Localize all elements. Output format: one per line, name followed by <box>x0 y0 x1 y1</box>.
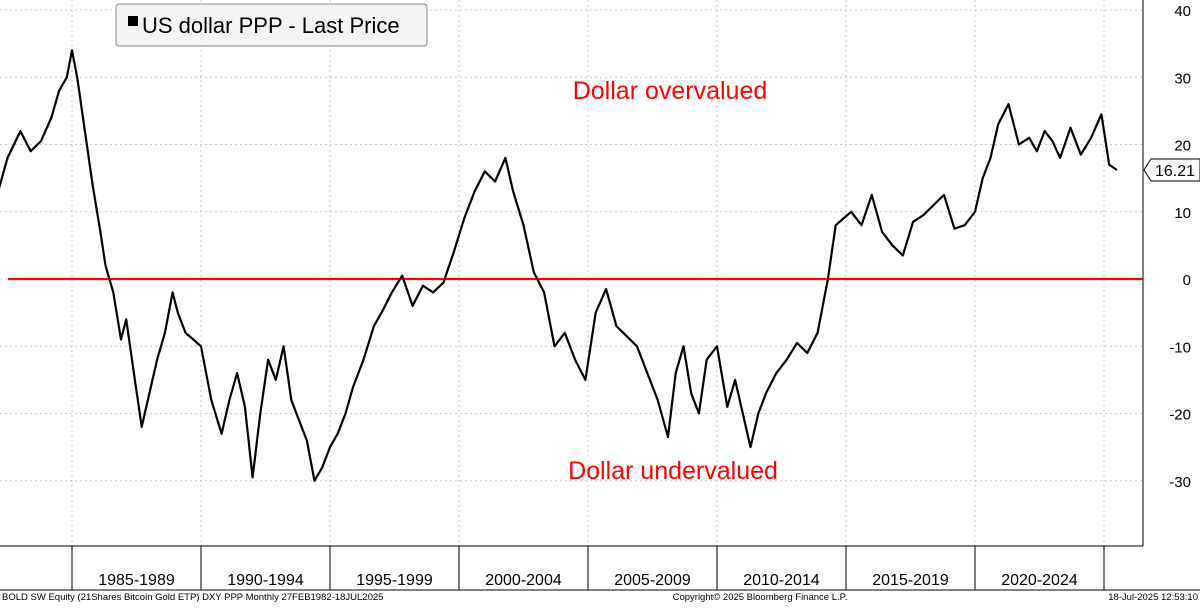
legend-label: US dollar PPP - Last Price <box>142 13 400 38</box>
x-tick-label: 1990-1994 <box>227 572 304 589</box>
y-tick-label: 20 <box>1174 138 1191 155</box>
footer-right: 18-Jul-2025 12:53:10 <box>1108 592 1198 603</box>
legend-box <box>115 3 428 47</box>
x-tick-label: 2005-2009 <box>614 572 691 589</box>
last-value-label: 16.21 <box>1155 163 1195 180</box>
series-line <box>0 49 1118 482</box>
legend: US dollar PPP - Last Price <box>115 3 428 47</box>
y-tick-label: -30 <box>1169 474 1191 491</box>
last-value-marker: 16.21 <box>1143 158 1200 182</box>
grid-layer <box>0 0 1143 546</box>
y-tick-label: 40 <box>1174 3 1191 20</box>
footer-center: Copyright© 2025 Bloomberg Finance L.P. <box>673 592 848 603</box>
footer-left: BOLD SW Equity (21Shares Bitcoin Gold ET… <box>2 592 383 603</box>
last-value-tag <box>1143 158 1200 182</box>
y-tick-label: 30 <box>1174 70 1191 87</box>
y-tick-label: 10 <box>1174 205 1191 222</box>
label-layer: 16.21 <box>1143 158 1200 182</box>
x-tick-label: 2010-2014 <box>743 572 820 589</box>
series-layer <box>0 49 1118 482</box>
x-tick-label: 2015-2019 <box>872 572 949 589</box>
y-tick-label: -10 <box>1169 339 1191 356</box>
x-tick-label: 2020-2024 <box>1001 572 1078 589</box>
legend-swatch <box>128 16 138 26</box>
axis-layer: 40 30 20 10 0 -10 -20 -30 1985-1989 1990-1994 1995… <box>0 0 1200 591</box>
x-tick-label: 1985-1989 <box>98 572 175 589</box>
x-tick-label: 2000-2004 <box>485 572 562 589</box>
annotation-overvalued: Dollar overvalued <box>573 77 768 105</box>
y-tick-label: 0 <box>1183 272 1191 289</box>
annotation-undervalued: Dollar undervalued <box>568 457 778 485</box>
x-tick-label: 1995-1999 <box>356 572 433 589</box>
y-tick-label: -20 <box>1169 407 1191 424</box>
